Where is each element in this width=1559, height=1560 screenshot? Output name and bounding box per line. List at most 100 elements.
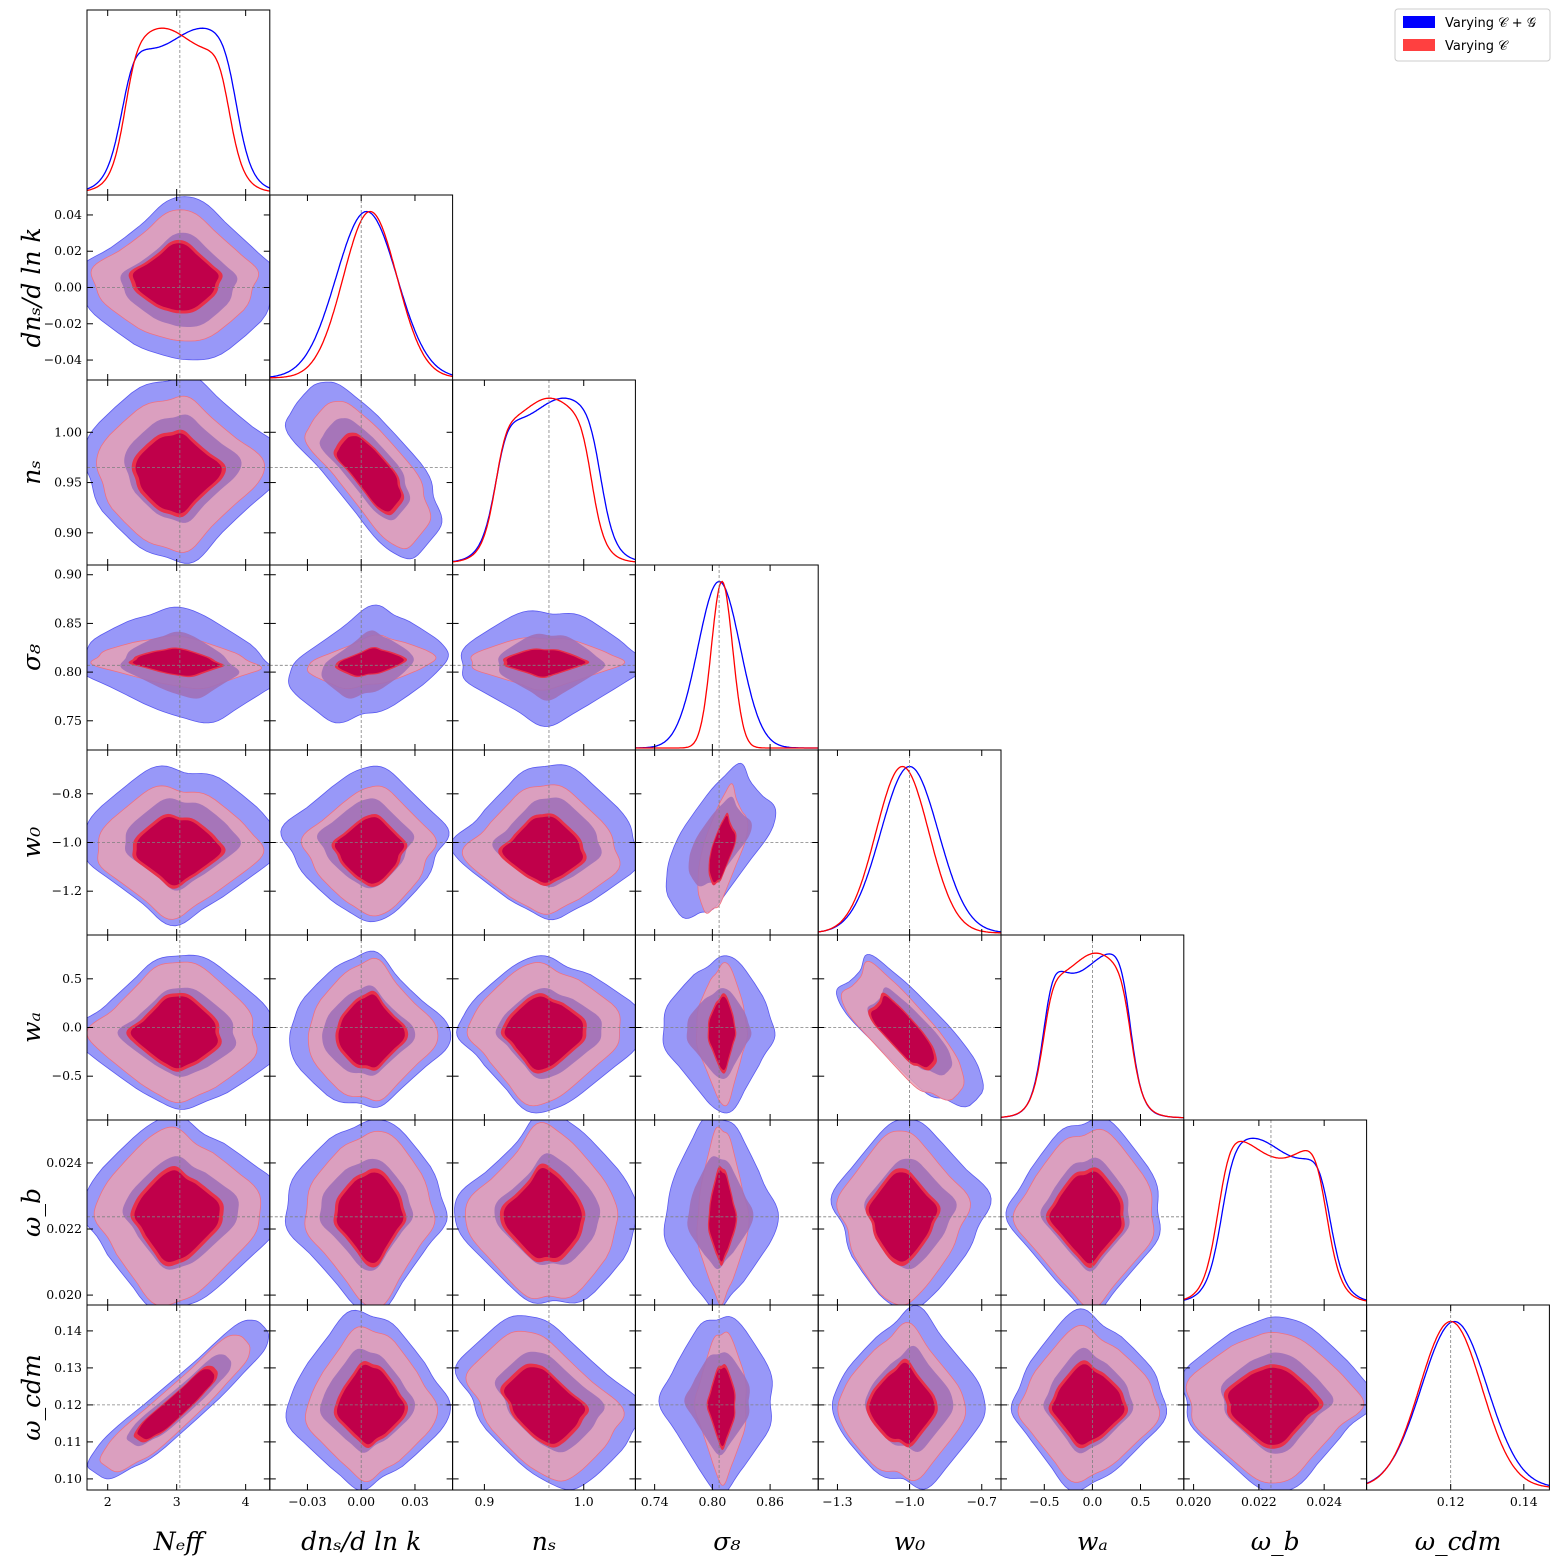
pdf-line-red-omegacdm	[1366, 1320, 1550, 1488]
pdf-line-blue-sigma8	[635, 580, 819, 749]
contour-68-red	[1049, 1171, 1122, 1264]
y-axis-label-w0: w₀	[17, 827, 46, 858]
y-tick-label: 0.14	[54, 1323, 82, 1338]
contour-68-red	[868, 1172, 938, 1262]
contour-68-red	[136, 817, 222, 886]
panel-ns-w0	[452, 749, 636, 936]
panel-ns-omegab	[452, 1119, 636, 1306]
panel-sigma8-omegab	[634, 1119, 819, 1306]
y-tick-label: 0.80	[54, 664, 82, 679]
y-tick-label: 0.022	[46, 1221, 82, 1236]
contour-68-red	[504, 1367, 586, 1444]
y-tick-label: −1.2	[52, 883, 82, 898]
panel-Neff-ns: 0.90 0.95 1.00	[54, 379, 271, 566]
x-tick-label: 4	[242, 1494, 250, 1509]
panel-wa-omegab	[1000, 1119, 1185, 1306]
y-tick-label: 0.0	[62, 1020, 82, 1035]
y-axis-label-wa: wₐ	[17, 1012, 46, 1043]
contour-68-red	[134, 1170, 220, 1262]
x-axis-label-omegacdm: ω_cdm	[1415, 1527, 1502, 1556]
contour-68-red	[871, 996, 934, 1068]
x-tick-label: 0.022	[1241, 1494, 1277, 1509]
panel-w0-wa	[817, 934, 1002, 1121]
x-tick-label: 0.12	[1437, 1494, 1465, 1509]
x-axis-label-Neff: Nₑff	[153, 1527, 208, 1556]
y-tick-label: 0.11	[54, 1434, 82, 1449]
panel-sigma8-wa	[634, 934, 819, 1121]
panels: −0.04−0.020.000.020.04 0.90 0.95 1.00 0.75 0.…	[17, 9, 1550, 1556]
y-tick-label: 0.85	[54, 615, 82, 630]
x-tick-label: 0.80	[698, 1494, 726, 1509]
x-tick-label: 1.0	[574, 1494, 594, 1509]
contour-68-red	[338, 648, 404, 676]
contour-68-red	[502, 816, 583, 883]
x-tick-label: 0.86	[756, 1494, 784, 1509]
panel-w0-omegacdm: −1.3 −1.0 −0.7 w₀	[817, 1304, 1002, 1556]
pdf-line-blue-omegab	[1183, 1137, 1367, 1301]
panel-dnsdlnk-omegacdm: −0.03 0.00 0.03 dnₛ/d ln k	[269, 1304, 454, 1556]
pdf-line-red-Neff	[87, 27, 270, 192]
legend: Varying 𝒞 + 𝒢 Varying 𝒞	[1394, 8, 1551, 62]
y-tick-label: 0.020	[46, 1287, 82, 1302]
pdf-line-red-sigma8	[635, 580, 819, 749]
panel-Neff-wa: −0.5 0.0 0.5	[52, 934, 271, 1121]
x-axis-label-ns: nₛ	[532, 1527, 557, 1556]
pdf-line-blue-dnsdlnk	[269, 210, 453, 378]
panel-w0-omegab	[817, 1119, 1002, 1306]
contour-68-red	[506, 649, 586, 677]
contour-68-red	[132, 648, 221, 676]
contour-68-red	[708, 996, 735, 1070]
panel-ns-ns	[452, 379, 636, 566]
pdf-line-red-wa	[1001, 952, 1184, 1119]
y-axis-label-omegacdm: ω_cdm	[17, 1354, 46, 1441]
y-tick-label: −0.8	[52, 786, 82, 801]
panel-dnsdlnk-wa	[269, 934, 454, 1121]
y-tick-label: 0.5	[62, 971, 82, 986]
contour-68-red	[137, 1369, 215, 1440]
y-tick-label: 0.75	[54, 713, 82, 728]
y-tick-label: 0.10	[54, 1471, 82, 1486]
y-tick-label: 1.00	[54, 424, 82, 439]
legend-swatch-red	[1403, 39, 1435, 51]
y-tick-label: −0.02	[44, 316, 82, 331]
panel-w0-w0	[817, 749, 1002, 936]
x-tick-label: 0.74	[641, 1494, 669, 1509]
y-tick-label: 0.90	[54, 567, 82, 582]
y-axis-label-dnsdlnk: dnₛ/d ln k	[17, 227, 46, 347]
panel-dnsdlnk-dnsdlnk	[269, 194, 454, 381]
panel-wa-wa	[1000, 934, 1185, 1121]
panel-Neff-dnsdlnk: −0.04 −0.02 0.00 0.02 0.04	[44, 194, 271, 381]
panel-ns-omegacdm: 0.9 1.0 nₛ	[452, 1304, 636, 1556]
pdf-line-red-ns	[452, 397, 636, 563]
panel-frame	[1366, 1304, 1550, 1491]
x-tick-label: 0.00	[347, 1494, 375, 1509]
x-axis-label-dnsdlnk: dnₛ/d ln k	[301, 1527, 421, 1556]
x-tick-label: 0.5	[1131, 1494, 1151, 1509]
pdf-line-blue-Neff	[87, 27, 270, 190]
panel-omegab-omegab	[1183, 1119, 1368, 1306]
panel-omegacdm-omegacdm: 0.12 0.14 ω_cdm	[1366, 1304, 1550, 1556]
y-tick-label: 0.024	[46, 1155, 82, 1170]
legend-swatch-blue	[1403, 16, 1435, 28]
x-tick-label: 3	[173, 1494, 181, 1509]
y-tick-label: 0.13	[54, 1360, 82, 1375]
x-tick-label: 2	[104, 1494, 112, 1509]
contour-68-red	[338, 994, 405, 1068]
x-tick-label: 0.024	[1306, 1494, 1342, 1509]
x-tick-label: 0.0	[1082, 1494, 1102, 1509]
contour-68-red	[709, 815, 736, 883]
contour-68-red	[707, 1367, 735, 1447]
panel-Neff-omegacdm: 0.10 0.11 0.12 0.13 0.14 2 3 4 Nₑff	[54, 1304, 271, 1556]
panel-dnsdlnk-w0	[269, 749, 454, 936]
panel-sigma8-sigma8	[634, 564, 819, 751]
x-tick-label: 0.9	[474, 1494, 494, 1509]
y-tick-label: 0.90	[54, 525, 82, 540]
contour-68-red	[1228, 1367, 1319, 1445]
panel-dnsdlnk-ns	[269, 379, 454, 566]
y-tick-label: 0.95	[54, 475, 82, 490]
contour-68-red	[503, 1168, 582, 1259]
x-tick-label: 0.020	[1176, 1494, 1212, 1509]
legend-label-blue: Varying 𝒞 + 𝒢	[1445, 16, 1536, 31]
y-tick-label: −1.0	[52, 835, 82, 850]
panel-omegab-omegacdm: 0.020 0.022 0.024 ω_b	[1176, 1304, 1368, 1556]
